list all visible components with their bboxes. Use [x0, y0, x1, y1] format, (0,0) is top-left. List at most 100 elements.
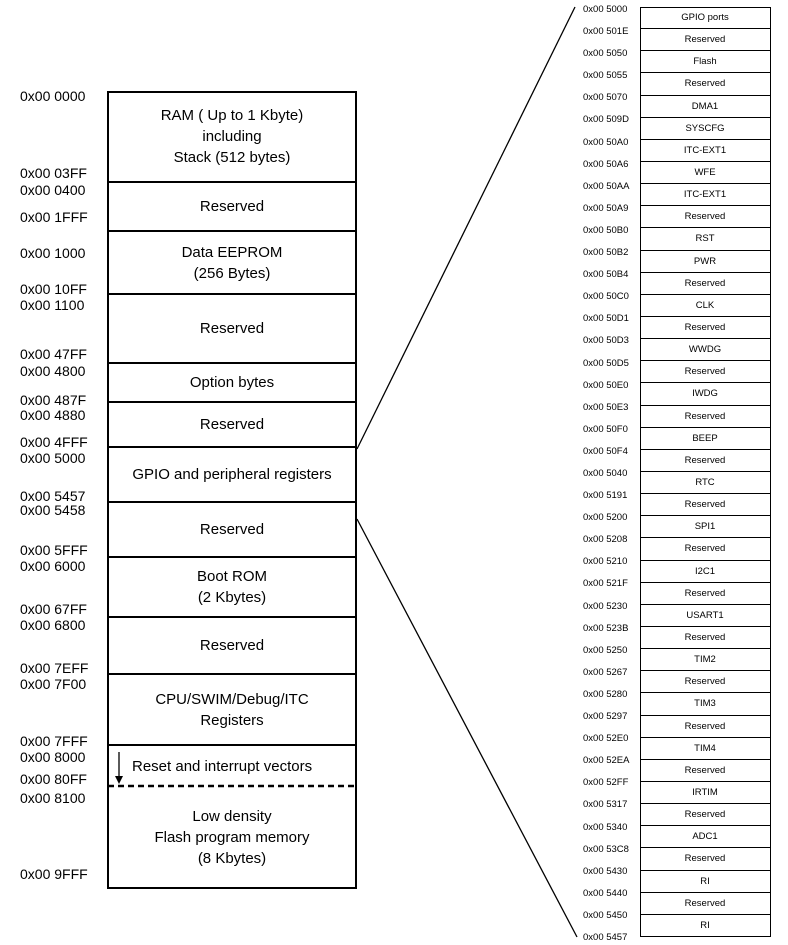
memory-region: Option bytes: [108, 364, 356, 403]
memory-region-label: CPU/SWIM/Debug/ITC Registers: [155, 690, 309, 729]
peripheral-address-label: 0x00 50E3: [583, 401, 629, 413]
peripheral-block: ITC-EXT1: [640, 184, 770, 207]
peripheral-address-label: 0x00 50B0: [583, 224, 629, 236]
peripheral-block-label: IRTIM: [692, 787, 718, 799]
peripheral-address-label: 0x00 5191: [583, 490, 628, 502]
peripheral-block-label: ADC1: [692, 831, 718, 843]
peripheral-address-label: 0x00 50E0: [583, 379, 629, 391]
peripheral-address-label: 0x00 50AA: [583, 180, 630, 192]
peripheral-block: SYSCFG: [640, 118, 770, 140]
peripheral-address-label: 0x00 50D5: [583, 357, 629, 369]
memory-region: Low density Flash program memory (8 Kbyt…: [108, 786, 356, 888]
peripheral-address-label: 0x00 50F0: [583, 423, 628, 435]
left-address-label: 0x00 7EFF: [20, 660, 89, 676]
peripheral-block-label: Reserved: [684, 322, 726, 334]
peripheral-address-label: 0x00 5208: [583, 534, 628, 546]
peripheral-block: USART1: [640, 605, 770, 627]
memory-region: CPU/SWIM/Debug/ITC Registers: [108, 675, 356, 746]
left-address-label: 0x00 1000: [20, 245, 86, 261]
peripheral-address-label: 0x00 50A9: [583, 202, 629, 214]
peripheral-block-label: BEEP: [692, 432, 718, 444]
memory-region-label: Option bytes: [189, 374, 275, 391]
left-address-label: 0x00 1100: [20, 297, 85, 313]
peripheral-block: TIM4: [640, 738, 770, 760]
peripheral-block-label: Reserved: [684, 720, 726, 732]
memory-region-label: Data EEPROM (256 Bytes): [181, 243, 283, 282]
left-address-label: 0x00 5FFF: [20, 542, 88, 558]
peripheral-address-label: 0x00 509D: [583, 114, 629, 126]
peripheral-block: Reserved: [640, 361, 770, 384]
peripheral-address-label: 0x00 5267: [583, 666, 628, 678]
left-address-label: 0x00 4FFF: [20, 434, 88, 450]
peripheral-block: Reserved: [640, 273, 770, 295]
memory-region: RAM ( Up to 1 Kbyte) including Stack (51…: [108, 92, 356, 183]
peripheral-block: ITC-EXT1: [640, 140, 770, 162]
peripheral-block: Reserved: [640, 406, 770, 428]
memory-region-label: Reserved: [199, 320, 265, 337]
peripheral-block: Reserved: [640, 627, 770, 650]
left-address-label: 0x00 7F00: [20, 676, 87, 692]
memory-region: Reserved: [108, 295, 356, 364]
peripheral-block-label: RTC: [695, 477, 715, 489]
peripheral-block: Reserved: [640, 29, 770, 52]
memory-region-label: RAM ( Up to 1 Kbyte) including Stack (51…: [160, 107, 304, 166]
peripheral-block: CLK: [640, 295, 770, 317]
peripheral-address-label: 0x00 5280: [583, 688, 628, 700]
peripheral-block: ADC1: [640, 826, 770, 849]
memory-region: Data EEPROM (256 Bytes): [108, 232, 356, 295]
left-address-label: 0x00 487F: [20, 392, 87, 408]
peripheral-block: Reserved: [640, 583, 770, 605]
peripheral-block-label: Reserved: [684, 853, 726, 865]
left-address-label: 0x00 4880: [20, 407, 86, 423]
memory-region: Reserved: [108, 618, 356, 675]
memory-region: Boot ROM (2 Kbytes): [108, 558, 356, 618]
left-address-label: 0x00 6800: [20, 617, 86, 633]
right-map-frame: [640, 7, 771, 937]
peripheral-block-label: Reserved: [684, 211, 726, 223]
peripheral-block-label: DMA1: [691, 100, 719, 112]
peripheral-block-label: Reserved: [684, 454, 726, 466]
zoom-line-bottom: [356, 518, 578, 938]
peripheral-address-label: 0x00 50C0: [583, 291, 629, 303]
peripheral-block: GPIO ports: [640, 7, 770, 30]
peripheral-address-label: 0x00 50D1: [583, 313, 629, 325]
peripheral-block: RI: [640, 915, 770, 937]
peripheral-block-label: GPIO ports: [681, 12, 729, 24]
peripheral-block-label: USART1: [686, 609, 724, 621]
left-address-label: 0x00 47FF: [20, 346, 87, 362]
peripheral-block-label: Reserved: [684, 543, 726, 555]
peripheral-block-label: Reserved: [684, 676, 726, 688]
peripheral-block: SPI1: [640, 516, 770, 539]
peripheral-block-label: Reserved: [684, 277, 726, 289]
peripheral-address-label: 0x00 5200: [583, 512, 628, 524]
peripheral-block-label: RST: [695, 233, 715, 245]
left-address-label: 0x00 5000: [20, 450, 86, 466]
peripheral-block-label: TIM2: [694, 654, 716, 666]
memory-region: Reserved: [108, 403, 356, 448]
peripheral-address-label: 0x00 5055: [583, 70, 628, 82]
peripheral-address-label: 0x00 5297: [583, 711, 628, 723]
left-address-label: 0x00 10FF: [20, 281, 87, 297]
peripheral-block: Reserved: [640, 494, 770, 517]
peripheral-address-label: 0x00 50A0: [583, 136, 629, 148]
peripheral-block: WFE: [640, 162, 770, 185]
peripheral-block: RST: [640, 228, 770, 251]
peripheral-block-label: TIM4: [694, 742, 716, 754]
memory-region-label: Reset and interrupt vectors: [132, 757, 313, 775]
peripheral-block-label: RI: [700, 875, 710, 887]
peripheral-address-label: 0x00 5430: [583, 865, 628, 877]
arrow-head-icon: [115, 776, 123, 784]
left-address-label: 0x00 03FF: [20, 165, 87, 181]
peripheral-block-label: Reserved: [684, 897, 726, 909]
peripheral-block: TIM3: [640, 693, 770, 716]
peripheral-block: Flash: [640, 51, 770, 74]
peripheral-address-label: 0x00 50D3: [583, 335, 629, 347]
peripheral-address-label: 0x00 501E: [583, 26, 629, 38]
memory-region-label: Reserved: [199, 416, 265, 433]
peripheral-block: Reserved: [640, 538, 770, 561]
peripheral-block: Reserved: [640, 893, 770, 915]
peripheral-block: Reserved: [640, 760, 770, 782]
peripheral-block: DMA1: [640, 96, 770, 118]
left-address-label: 0x00 5458: [20, 502, 86, 518]
